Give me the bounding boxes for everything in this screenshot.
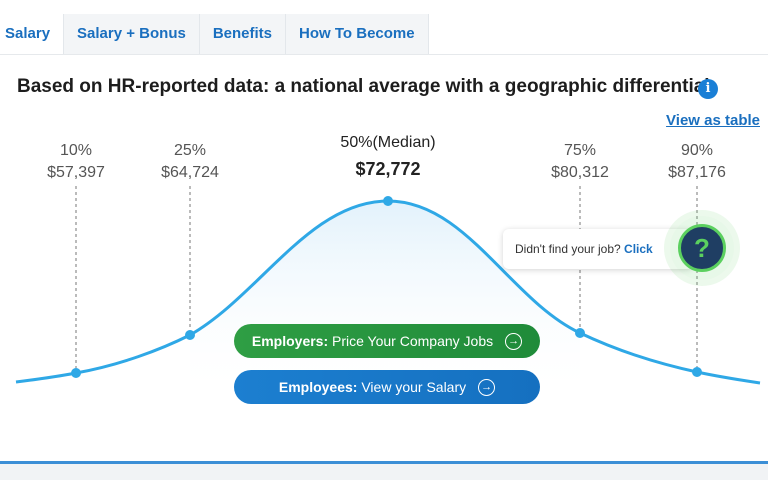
- point-10: [71, 368, 81, 378]
- employees-button-bold: Employees:: [278, 379, 358, 395]
- percentile-90-pct: 90%: [680, 142, 714, 159]
- arrow-right-circle-icon: →: [505, 332, 523, 350]
- percentile-90-amount: $87,176: [668, 164, 726, 181]
- callout-text: Didn't find your job?: [515, 242, 621, 256]
- employees-button-label: View your Salary: [357, 379, 467, 395]
- job-help-callout[interactable]: Didn't find your job? Click: [503, 229, 693, 269]
- percentile-25-label: 25% $64,724: [135, 140, 245, 184]
- percentile-10-amount: $57,397: [47, 164, 105, 181]
- question-mark-icon[interactable]: ?: [678, 224, 726, 272]
- percentile-90-label: 90% $87,176: [642, 140, 752, 184]
- percentile-75-label: 75% $80,312: [525, 140, 635, 184]
- percentile-50-pct: 50%(Median): [340, 134, 436, 151]
- point-25: [185, 330, 195, 340]
- tab-benefits[interactable]: Benefits: [199, 14, 287, 54]
- tab-how-to-become[interactable]: How To Become: [286, 14, 429, 54]
- bottom-divider: [0, 461, 768, 464]
- tab-bar: Salary Salary + Bonus Benefits How To Be…: [0, 14, 429, 54]
- bottom-area: [0, 464, 768, 480]
- employers-button-bold: Employers:: [251, 333, 329, 349]
- percentile-25-amount: $64,724: [161, 164, 219, 181]
- point-75: [575, 328, 585, 338]
- arrow-right-circle-icon: →: [478, 378, 496, 396]
- point-50: [383, 196, 393, 206]
- percentile-25-pct: 25%: [173, 142, 207, 159]
- percentile-50-label: 50%(Median) $72,772: [313, 132, 463, 180]
- tab-salary-bonus[interactable]: Salary + Bonus: [64, 14, 200, 54]
- employees-view-salary-button[interactable]: Employees: View your Salary →: [234, 370, 540, 404]
- percentile-10-label: 10% $57,397: [21, 140, 131, 184]
- percentile-75-amount: $80,312: [551, 164, 609, 181]
- tab-salary[interactable]: Salary: [0, 14, 65, 54]
- info-icon[interactable]: i: [698, 79, 718, 99]
- percentile-75-pct: 75%: [563, 142, 597, 159]
- employers-button-label: Price Your Company Jobs: [328, 333, 494, 349]
- callout-click-link[interactable]: Click: [624, 242, 653, 256]
- tab-divider: [0, 54, 768, 55]
- percentile-50-amount: $72,772: [355, 159, 421, 179]
- percentile-10-pct: 10%: [59, 142, 93, 159]
- point-90: [692, 367, 702, 377]
- page-heading: Based on HR-reported data: a national av…: [17, 76, 710, 97]
- employers-price-jobs-button[interactable]: Employers: Price Your Company Jobs →: [234, 324, 540, 358]
- view-as-table-link[interactable]: View as table: [666, 112, 760, 129]
